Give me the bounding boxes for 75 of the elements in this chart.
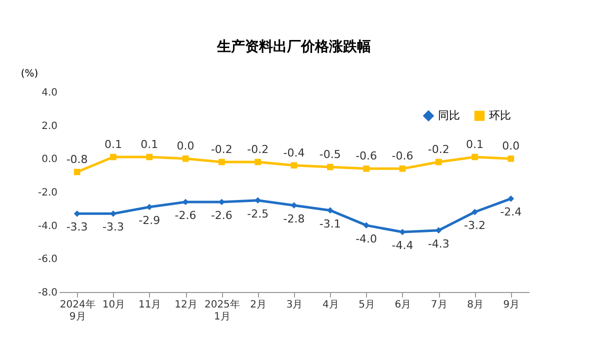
data-label: -0.6 <box>356 150 378 163</box>
point <box>182 198 189 206</box>
point <box>254 158 262 166</box>
data-label: -4.4 <box>392 239 414 252</box>
point <box>435 227 442 234</box>
legend-label: 同比 <box>438 108 460 122</box>
point <box>472 154 478 160</box>
y-tick-label: -2.0 <box>38 188 58 198</box>
legend-label: 环比 <box>489 108 511 122</box>
data-label: -2.6 <box>174 209 196 222</box>
data-label: -2.5 <box>247 207 269 220</box>
x-tick-label: 2025年 1月 <box>204 298 240 322</box>
x-tick-label: 11月 <box>138 300 162 310</box>
point <box>508 156 514 162</box>
y-axis-title: (%) <box>20 68 38 80</box>
x-tick-label: 5月 <box>358 300 375 310</box>
data-label: -0.6 <box>392 150 414 163</box>
point <box>363 166 370 172</box>
x-tick-label: 4月 <box>322 300 339 310</box>
y-tick-label: -8.0 <box>38 288 58 298</box>
point <box>146 204 153 210</box>
data-label: -4.3 <box>428 237 450 250</box>
point <box>472 208 478 216</box>
x-tick-label: 8月 <box>467 300 484 310</box>
point <box>508 196 514 202</box>
y-tick-label: 4.0 <box>42 88 58 98</box>
x-tick-label: 6月 <box>394 300 412 310</box>
chart-title: 生产资料出厂价格涨跌幅 <box>216 38 371 55</box>
data-label: -3.3 <box>102 220 124 234</box>
x-tick-label: 2024年 9月 <box>60 298 96 322</box>
point <box>399 228 406 236</box>
data-label: -2.4 <box>500 206 522 219</box>
point <box>399 166 406 172</box>
data-label: 0.0 <box>502 140 520 153</box>
point <box>110 154 116 160</box>
data-label: 0.1 <box>466 138 484 151</box>
data-label: -0.2 <box>428 143 450 156</box>
data-label: -3.3 <box>66 220 88 234</box>
data-label: -0.8 <box>66 153 88 166</box>
y-tick-label: -6.0 <box>38 254 58 266</box>
y-tick-label: 0.0 <box>42 154 58 166</box>
y-tick-label: 2.0 <box>42 120 58 132</box>
data-label: -0.2 <box>247 143 269 156</box>
data-label: -0.4 <box>283 146 305 160</box>
point <box>74 168 80 176</box>
x-tick-label: 3月 <box>286 300 303 310</box>
x-tick-label: 12月 <box>174 300 198 310</box>
data-label: 0.0 <box>176 140 194 153</box>
point <box>146 154 153 160</box>
point <box>182 156 189 162</box>
point <box>326 164 334 170</box>
x-tick-label: 9月 <box>503 300 520 310</box>
data-label: -2.9 <box>138 214 160 227</box>
data-label: 0.1 <box>104 138 122 151</box>
data-label: 0.1 <box>140 138 158 151</box>
point <box>290 162 298 168</box>
point <box>326 207 334 214</box>
data-label: -3.2 <box>464 219 486 232</box>
x-tick-label: 2月 <box>250 300 267 310</box>
data-label: -2.8 <box>283 212 305 226</box>
point <box>218 198 225 206</box>
data-label: -2.6 <box>210 209 232 222</box>
x-tick-label: 10月 <box>102 300 126 310</box>
data-label: -0.5 <box>319 148 341 161</box>
point <box>363 222 370 228</box>
point <box>218 158 225 166</box>
data-label: -0.2 <box>210 143 232 156</box>
point <box>74 210 80 217</box>
x-tick-label: 7月 <box>430 300 448 310</box>
data-label: -3.1 <box>319 217 341 230</box>
point <box>290 202 298 208</box>
y-tick-label: -4.0 <box>38 220 58 232</box>
data-label: -4.0 <box>356 232 378 246</box>
point <box>254 197 262 204</box>
point <box>435 158 442 166</box>
